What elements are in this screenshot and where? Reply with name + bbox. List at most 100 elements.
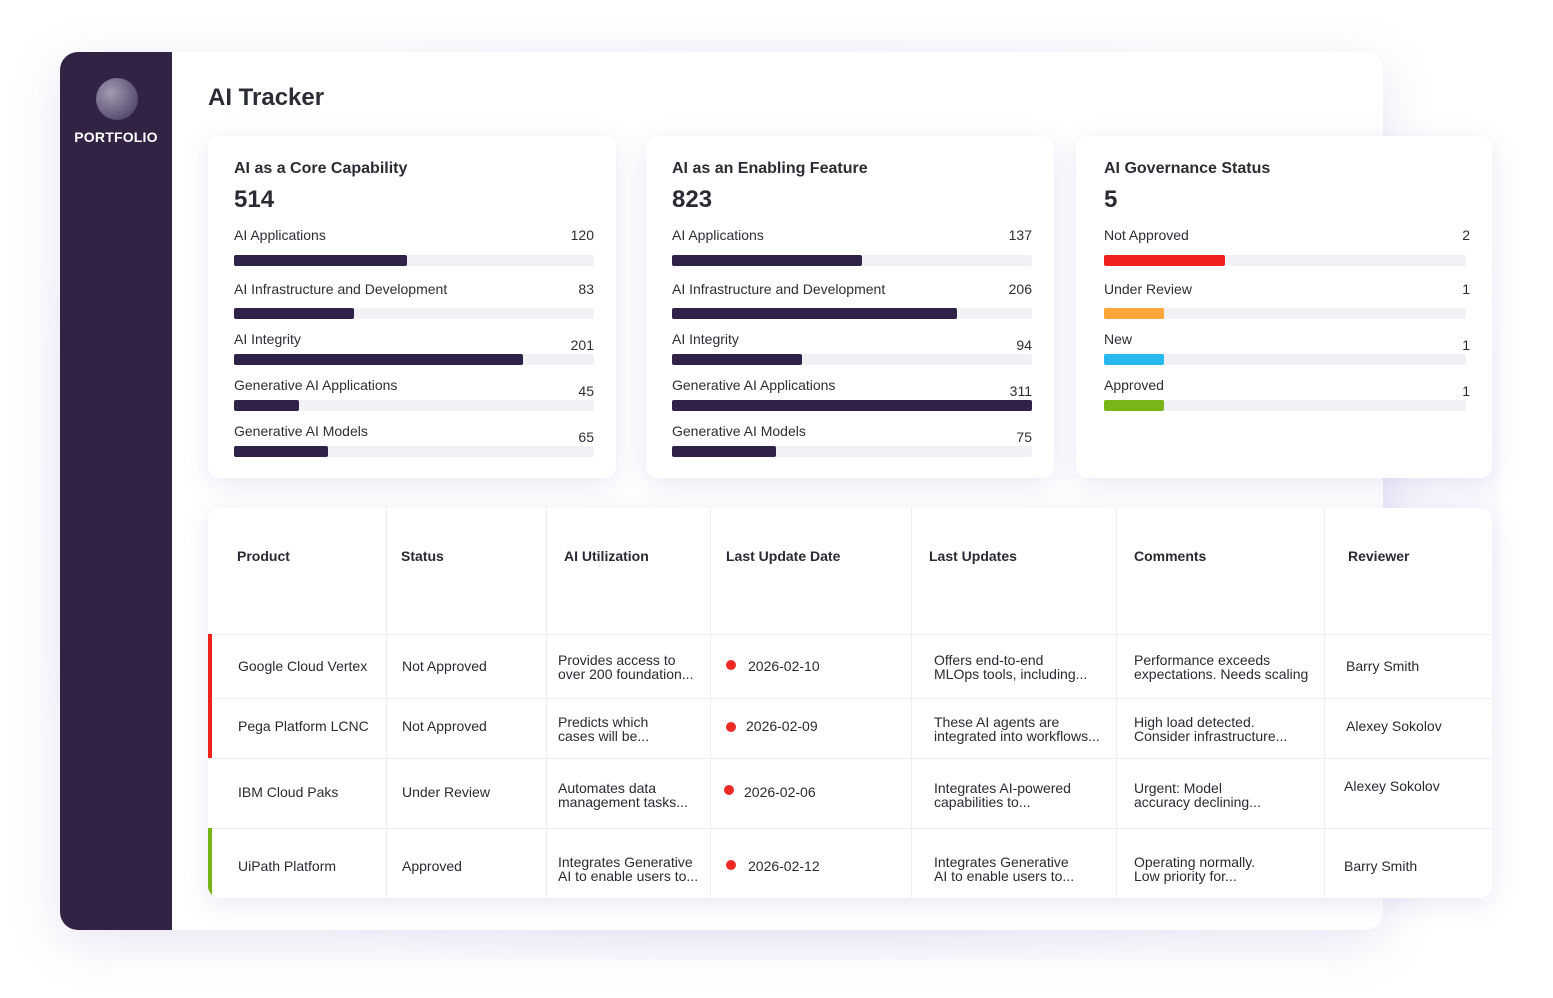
- metric-value: 83: [578, 281, 594, 297]
- cell-comments-2: Low priority for...: [1134, 868, 1237, 884]
- metric-label: New: [1104, 331, 1133, 347]
- metric-value: 45: [578, 383, 594, 399]
- header-status[interactable]: Status: [401, 548, 444, 564]
- metric-bar[interactable]: [234, 400, 594, 411]
- logo-text[interactable]: PORTFOLIO: [74, 129, 158, 145]
- column-divider: [386, 508, 387, 898]
- metric-bar[interactable]: [234, 255, 594, 266]
- card-title: AI as a Core Capability: [234, 160, 408, 177]
- cell-ai-utilization-2: cases will be...: [558, 728, 650, 744]
- status-bar-fill: [1104, 400, 1165, 411]
- cell-last-updates: These AI agents are: [934, 714, 1060, 730]
- column-divider: [1324, 508, 1325, 898]
- cell-product[interactable]: Pega Platform LCNC: [238, 718, 369, 734]
- cell-status: Not Approved: [402, 718, 487, 734]
- metric-value: 1: [1462, 383, 1470, 399]
- cell-product[interactable]: Google Cloud Vertex: [238, 658, 368, 674]
- row-divider: [208, 828, 1492, 829]
- cell-status: Approved: [402, 858, 462, 874]
- column-divider: [1116, 508, 1117, 898]
- cell-comments-2: Consider infrastructure...: [1134, 728, 1288, 744]
- status-bar[interactable]: [1104, 400, 1466, 411]
- status-bar[interactable]: [1104, 354, 1466, 365]
- header-ai-utilization[interactable]: AI Utilization: [564, 548, 649, 564]
- cell-reviewer: Barry Smith: [1344, 858, 1418, 874]
- metric-bar-fill: [234, 255, 407, 266]
- products-table: Product Status AI Utilization Last Updat…: [208, 508, 1492, 898]
- metric-label: Generative AI Applications: [234, 377, 398, 393]
- metric-bar[interactable]: [672, 446, 1032, 457]
- cell-product[interactable]: UiPath Platform: [238, 858, 337, 874]
- cell-last-updates: Offers end-to-end: [934, 652, 1044, 668]
- metric-bar[interactable]: [672, 354, 1032, 365]
- metric-value: 137: [1008, 227, 1032, 243]
- row-status-accent: [208, 828, 212, 898]
- cell-comments: Urgent: Model: [1134, 780, 1222, 796]
- page-title: AI Tracker: [208, 84, 325, 111]
- header-last-updates[interactable]: Last Updates: [929, 548, 1017, 564]
- cell-ai-utilization: Provides access to: [558, 652, 676, 668]
- header-reviewer[interactable]: Reviewer: [1348, 548, 1410, 564]
- cell-ai-utilization-2: management tasks...: [558, 794, 688, 810]
- metric-label: AI Integrity: [672, 331, 739, 347]
- card-total: 823: [672, 186, 713, 213]
- metric-value: 206: [1008, 281, 1032, 297]
- metric-bar[interactable]: [234, 354, 594, 365]
- cell-last-updates-2: AI to enable users to...: [934, 868, 1075, 884]
- metric-bar[interactable]: [672, 255, 1032, 266]
- cell-comments-2: expectations. Needs scaling: [1134, 666, 1309, 682]
- status-dot-icon: [726, 722, 736, 732]
- cell-reviewer: Alexey Sokolov: [1346, 718, 1442, 734]
- cell-comments: High load detected.: [1134, 714, 1255, 730]
- header-product[interactable]: Product: [237, 548, 290, 564]
- status-bar-fill: [1104, 308, 1165, 319]
- metric-label: AI Applications: [672, 227, 764, 243]
- column-divider: [911, 508, 912, 898]
- cell-product[interactable]: IBM Cloud Paks: [238, 784, 339, 800]
- row-status-accent: [208, 758, 212, 828]
- status-bar-fill: [1104, 354, 1165, 365]
- metric-value: 1: [1462, 281, 1470, 297]
- cell-last-updates: Integrates Generative: [934, 854, 1069, 870]
- cell-status: Not Approved: [402, 658, 487, 674]
- sidebar: PORTFOLIO: [60, 52, 172, 930]
- metric-bar[interactable]: [234, 446, 594, 457]
- cell-ai-utilization: Automates data: [558, 780, 657, 796]
- enabling-feature-card: AI as an Enabling Feature 823 AI Applica…: [646, 136, 1054, 478]
- metric-bar-fill: [672, 446, 776, 457]
- metric-label: AI Applications: [234, 227, 326, 243]
- metric-bar[interactable]: [234, 308, 594, 319]
- cell-reviewer: Barry Smith: [1346, 658, 1420, 674]
- header-comments[interactable]: Comments: [1134, 548, 1207, 564]
- cell-date: 2026-02-06: [744, 784, 816, 800]
- status-dot-icon: [724, 785, 734, 795]
- cell-ai-utilization: Predicts which: [558, 714, 649, 730]
- metric-bar[interactable]: [672, 308, 1032, 319]
- card-title: AI Governance Status: [1104, 160, 1271, 177]
- metric-label: Not Approved: [1104, 227, 1189, 243]
- cell-reviewer: Alexey Sokolov: [1344, 778, 1440, 794]
- column-divider: [546, 508, 547, 898]
- header-last-update-date[interactable]: Last Update Date: [726, 548, 841, 564]
- cell-last-updates-2: capabilities to...: [934, 794, 1031, 810]
- cell-comments-2: accuracy declining...: [1134, 794, 1261, 810]
- metric-bar-fill: [672, 400, 1032, 411]
- status-bar[interactable]: [1104, 255, 1466, 266]
- logo-icon[interactable]: [96, 78, 138, 120]
- cell-ai-utilization: Integrates Generative: [558, 854, 693, 870]
- cell-last-updates-2: integrated into workflows...: [934, 728, 1100, 744]
- metric-label: AI Integrity: [234, 331, 301, 347]
- cell-date: 2026-02-12: [748, 858, 820, 874]
- metric-value: 65: [578, 429, 594, 445]
- metric-value: 201: [570, 337, 594, 353]
- metric-bar[interactable]: [672, 400, 1032, 411]
- cell-date: 2026-02-10: [748, 658, 820, 674]
- status-bar[interactable]: [1104, 308, 1466, 319]
- metric-bar-fill: [234, 308, 354, 319]
- status-dot-icon: [726, 660, 736, 670]
- metric-value: 2: [1462, 227, 1470, 243]
- cell-last-updates-2: MLOps tools, including...: [934, 666, 1088, 682]
- metric-bar-fill: [672, 354, 803, 365]
- cell-comments: Performance exceeds: [1134, 652, 1271, 668]
- status-bar-fill: [1104, 255, 1225, 266]
